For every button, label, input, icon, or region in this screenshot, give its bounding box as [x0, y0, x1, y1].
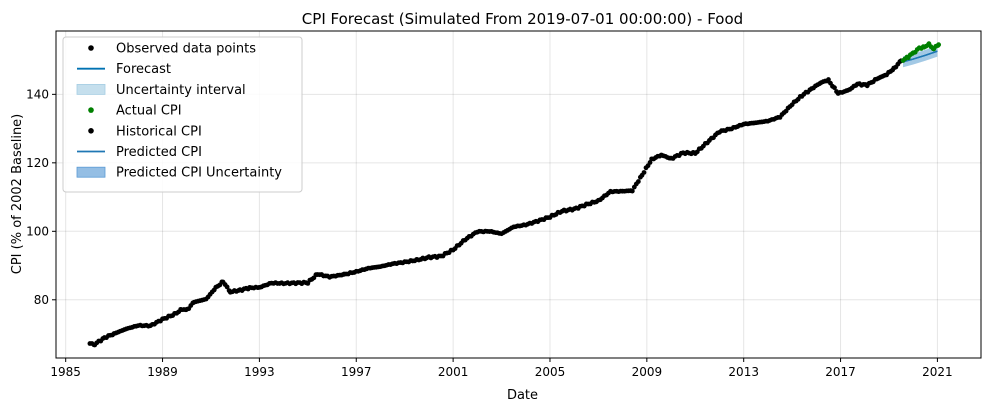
y-tick-label: 80 — [34, 293, 49, 307]
forecast-line-layer — [902, 50, 938, 63]
x-tick-label: 2021 — [922, 365, 953, 379]
x-tick-label: 2005 — [535, 365, 566, 379]
legend-label: Predicted CPI — [116, 145, 202, 160]
legend-label: Observed data points — [116, 42, 256, 57]
x-axis-label: Date — [507, 388, 538, 403]
x-tick-label: 1993 — [244, 365, 275, 379]
plot-frame — [55, 30, 982, 359]
legend-marker-dot — [88, 128, 94, 134]
legend: Observed data points Forecast Uncertainty … — [62, 36, 303, 193]
y-tick-label: 100 — [26, 224, 49, 238]
x-tick-label: 1997 — [341, 365, 372, 379]
chart-title: CPI Forecast (Simulated From 2019-07-01 … — [302, 10, 743, 28]
legend-label: Forecast — [116, 62, 171, 77]
actual-points — [900, 41, 942, 63]
historical-point — [826, 77, 831, 82]
legend-marker-dot — [88, 107, 94, 113]
y-tick-label: 120 — [26, 156, 49, 170]
x-tick-label: 1985 — [50, 365, 81, 379]
legend-frame — [62, 36, 303, 193]
legend-marker-patch — [76, 166, 106, 178]
historical-points — [87, 58, 904, 348]
y-tick-label: 140 — [26, 87, 49, 101]
legend-label: Actual CPI — [116, 104, 182, 119]
historical-point — [647, 160, 653, 165]
legend-label: Historical CPI — [116, 124, 202, 139]
historical-point — [832, 85, 837, 91]
legend-label: Uncertainty interval — [116, 83, 246, 98]
x-ticks: 1985 1989 1993 1997 2001 2005 2009 2013 2017 2021 — [50, 358, 953, 379]
legend-marker-dot — [88, 45, 94, 51]
historical-point — [224, 284, 230, 290]
legend-marker-patch — [76, 84, 106, 95]
x-tick-label: 2009 — [632, 365, 663, 379]
x-tick-label: 2013 — [728, 365, 759, 379]
y-ticks: 80 100 120 140 — [26, 87, 56, 307]
predicted-cpi-line — [902, 50, 938, 63]
actual-point — [936, 42, 942, 48]
x-tick-label: 2017 — [825, 365, 856, 379]
historical-point — [629, 188, 635, 194]
x-tick-label: 2001 — [438, 365, 469, 379]
historical-point — [641, 170, 647, 175]
y-axis-label: CPI (% of 2002 Baseline) — [10, 114, 25, 275]
historical-point — [635, 179, 641, 184]
x-tick-label: 1989 — [147, 365, 178, 379]
legend-label: Predicted CPI Uncertainty — [116, 166, 282, 181]
